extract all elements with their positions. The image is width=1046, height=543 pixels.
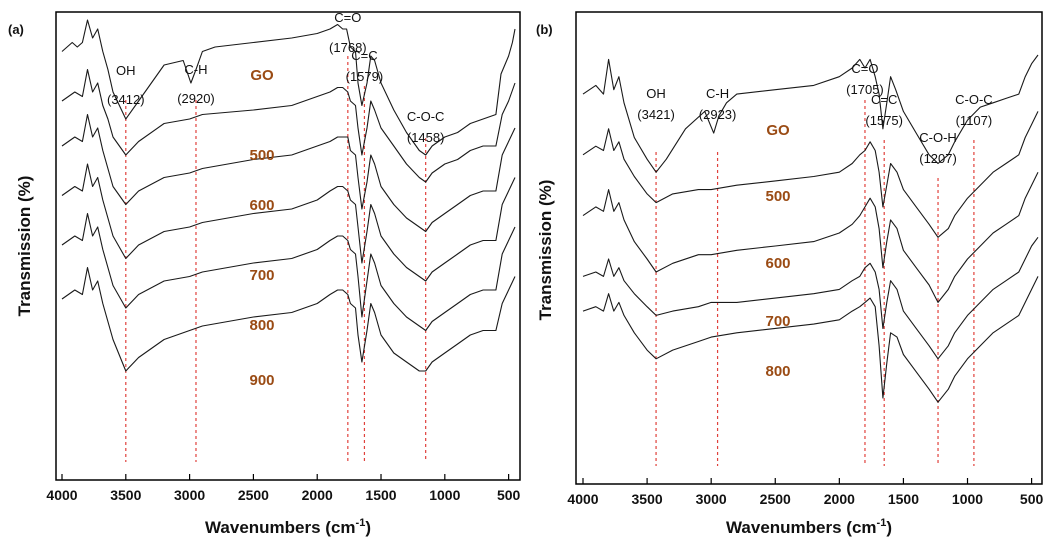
panel-a: (a) OH (3412) C-H (2920) C=O (1768)C=C (1579) C… (8, 10, 521, 537)
sample-label-700: 700 (765, 313, 790, 330)
peak-label-name: C=C (871, 92, 897, 107)
spectrum-line-700 (582, 236, 1039, 360)
sample-label-800: 800 (249, 317, 274, 334)
peak-label-value: (1458) (407, 130, 445, 145)
panel-b-x-axis-title: Wavenumbers (cm-1) (726, 517, 892, 537)
panel-b-peak-labels: OH (3421) C-H (2923) C=O (1705)C=C (1575) C-O-H… (637, 61, 992, 166)
x-tick-label: 1000 (429, 487, 460, 503)
peak-label-name: C-O-H (919, 130, 957, 145)
x-tick-label: 2000 (302, 487, 333, 503)
x-tick-label: 3500 (110, 487, 141, 503)
peak-label-name: C-O-C (407, 109, 445, 124)
peak-label-value: (1575) (865, 113, 903, 128)
peak-label-value: (1768) (329, 40, 367, 55)
peak-label-name: C=O (334, 10, 361, 25)
x-tick-label: 500 (497, 487, 521, 503)
x-tick-label: 2500 (238, 487, 269, 503)
panel-a-plot-frame (55, 11, 521, 481)
peak-label-name: C-H (706, 86, 729, 101)
sample-label-go: GO (766, 122, 790, 139)
peak-label-value: (3412) (107, 92, 145, 107)
spectrum-line-500 (61, 68, 516, 183)
panel-b-y-axis-title: Transmission (%) (536, 180, 555, 321)
x-tick-label: 3500 (632, 491, 663, 507)
sample-label-go: GO (250, 67, 274, 84)
peak-label-value: (1579) (346, 69, 384, 84)
sample-label-600: 600 (249, 197, 274, 214)
x-tick-label: 3000 (696, 491, 727, 507)
sample-label-500: 500 (249, 147, 274, 164)
x-tick-label: 2000 (824, 491, 855, 507)
spectrum-line-800 (582, 276, 1039, 403)
spectrum-line-900 (61, 266, 516, 372)
x-tick-label: 500 (1020, 491, 1044, 507)
peak-label-name: C=C (351, 48, 377, 63)
sample-label-700: 700 (249, 267, 274, 284)
x-tick-label: 1000 (952, 491, 983, 507)
x-tick-label: 1500 (888, 491, 919, 507)
sample-label-900: 900 (249, 372, 274, 389)
peak-label-name: C-H (184, 62, 207, 77)
peak-label-value: (3421) (637, 107, 675, 122)
panel-a-y-axis-title: Transmission (%) (15, 176, 34, 317)
peak-label-value: (1207) (919, 151, 957, 166)
panel-a-peak-guides (125, 56, 427, 462)
x-tick-label: 4000 (567, 491, 598, 507)
peak-label-value: (2920) (177, 91, 215, 106)
panel-b-label: (b) (536, 22, 553, 37)
panel-a-x-axis-title: Wavenumbers (cm-1) (205, 517, 371, 537)
x-tick-label: 2500 (760, 491, 791, 507)
panel-a-sample-labels: GO 500 600 700 800 900 (249, 67, 274, 389)
panel-b-spectra (582, 54, 1039, 403)
spectrum-line-600 (582, 171, 1039, 303)
x-tick-label: 4000 (46, 487, 77, 503)
spectrum-line-700 (61, 163, 516, 282)
panel-a-label: (a) (8, 22, 24, 37)
peak-label-name: OH (116, 63, 136, 78)
spectrum-line-600 (61, 113, 516, 233)
sample-label-800: 800 (765, 363, 790, 380)
spectrum-line-go (61, 19, 516, 156)
panel-b-x-ticks: 4000 3500 3000 2500 2000 1500 1000 500 (567, 478, 1043, 507)
x-tick-label: 1500 (365, 487, 396, 503)
sample-label-500: 500 (765, 188, 790, 205)
spectrum-line-800 (61, 212, 516, 332)
x-tick-label: 3000 (174, 487, 205, 503)
panel-a-peak-labels: OH (3412) C-H (2920) C=O (1768)C=C (1579) C-O-C… (107, 10, 444, 145)
peak-label-value: (2923) (699, 107, 737, 122)
panel-b-sample-labels: GO 500 600 700 800 (765, 122, 790, 380)
peak-label-value: (1705) (846, 82, 884, 97)
panel-b-peak-guides (655, 100, 975, 466)
sample-label-600: 600 (765, 255, 790, 272)
panel-a-spectra (61, 19, 516, 372)
panel-b: (b) OH (3421) C-H (2923) C=O (1705)C=C (1575) C… (536, 11, 1043, 537)
peak-label-name: OH (646, 86, 666, 101)
peak-label-value: (1107) (956, 113, 993, 128)
spectrum-line-go (582, 54, 1039, 173)
peak-label-name: C=O (851, 61, 878, 76)
panel-b-plot-frame (575, 11, 1043, 485)
panel-a-x-ticks: 4000 3500 3000 2500 2000 1500 1000 500 (46, 474, 521, 503)
peak-label-name: C-O-C (955, 92, 993, 107)
spectrum-line-500 (582, 111, 1039, 238)
